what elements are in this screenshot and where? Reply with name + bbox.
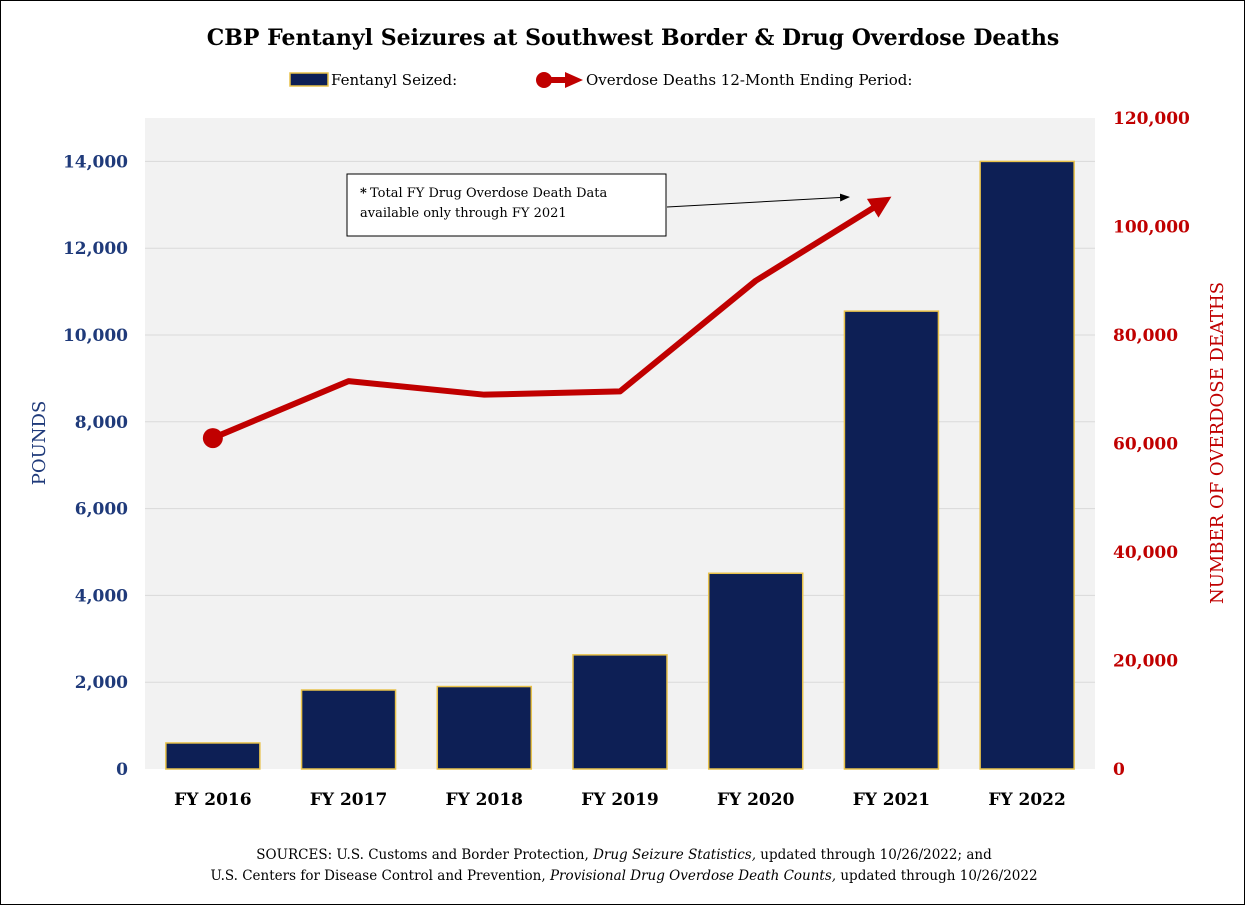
x-tick-label: FY 2018 — [446, 790, 523, 810]
annotation-arrow — [666, 193, 850, 208]
annotation-box — [346, 173, 667, 237]
y-tick-left-label: 12,000 — [63, 239, 128, 259]
y-tick-right-label: 0 — [1113, 760, 1125, 780]
sources-note: SOURCES: U.S. Customs and Border Protect… — [210, 847, 1037, 884]
bar-fy-2019 — [572, 654, 668, 770]
sources-line-1: SOURCES: U.S. Customs and Border Protect… — [256, 847, 992, 863]
overdose-line — [211, 204, 877, 441]
y-tick-right-label: 60,000 — [1113, 435, 1178, 455]
x-axis: FY 2016 FY 2017 FY 2018 FY 2019 FY 2020 FY 20… — [174, 790, 1066, 810]
y-tick-left-label: 14,000 — [63, 152, 128, 172]
line-overdose — [202, 196, 892, 449]
y-tick-right-label: 80,000 — [1113, 326, 1178, 346]
annotation-line-1: Total FY Drug Overdose Death Data — [370, 186, 607, 201]
legend-swatch-line — [536, 72, 583, 88]
x-tick-label: FY 2019 — [581, 790, 658, 810]
legend-label-overdose: Overdose Deaths 12-Month Ending Period: — [586, 71, 912, 89]
overdose-start-marker — [202, 428, 223, 449]
y-tick-right-label: 40,000 — [1113, 543, 1178, 563]
legend-swatch-bar — [289, 72, 329, 87]
bar-fy-2016 — [165, 742, 261, 770]
y-tick-left-label: 2,000 — [75, 673, 128, 693]
bar-fy-2018 — [436, 685, 533, 770]
x-tick-label: FY 2020 — [717, 790, 795, 810]
sources-line-1-b: Drug Seizure Statistics, — [592, 847, 756, 863]
annotation-line-2: available only through FY 2021 — [360, 206, 567, 221]
y-axis-left-title: POUNDS — [29, 401, 50, 486]
bar-fy-2017 — [300, 689, 397, 770]
y-tick-right-label: 20,000 — [1113, 652, 1178, 672]
bar-fy-2021 — [843, 310, 940, 770]
y-axis-right-title: NUMBER OF OVERDOSE DEATHS — [1207, 282, 1228, 604]
sources-line-2-a: U.S. Centers for Disease Control and Pre… — [210, 868, 550, 884]
bars-fentanyl — [165, 160, 1075, 770]
sources-line-2-c: updated through 10/26/2022 — [836, 868, 1038, 884]
sources-line-1-c: updated through 10/26/2022; and — [756, 847, 992, 863]
sources-line-2-b: Provisional Drug Overdose Death Counts, — [549, 868, 836, 884]
y-axis-left: 0 2,000 4,000 6,000 8,000 10,000 12,000 14,000 — [63, 152, 128, 780]
overdose-arrowhead — [866, 196, 892, 218]
chart-title: CBP Fentanyl Seizures at Southwest Borde… — [207, 25, 1059, 51]
sources-line-2: U.S. Centers for Disease Control and Pre… — [210, 868, 1037, 884]
sources-line-1-a: SOURCES: U.S. Customs and Border Protect… — [256, 847, 593, 863]
x-tick-label: FY 2021 — [853, 790, 930, 810]
x-tick-label: FY 2022 — [988, 790, 1065, 810]
x-tick-label: FY 2016 — [174, 790, 251, 810]
bar-fy-2022 — [979, 160, 1075, 770]
y-tick-left-label: 8,000 — [75, 413, 128, 433]
y-tick-right-label: 120,000 — [1113, 109, 1190, 129]
y-tick-left-label: 4,000 — [75, 586, 128, 606]
legend-label-fentanyl: Fentanyl Seized: — [331, 71, 457, 89]
y-axis-right: 0 20,000 40,000 60,000 80,000 100,000 120,000 — [1113, 109, 1190, 780]
annotation-note: * Total FY Drug Overdose Death Data avai… — [346, 173, 850, 237]
bar-fy-2020 — [707, 572, 804, 770]
y-tick-left-label: 0 — [116, 760, 128, 780]
legend: Fentanyl Seized: Overdose Deaths 12-Mont… — [289, 71, 912, 89]
x-tick-label: FY 2017 — [310, 790, 387, 810]
annotation-star: * — [360, 186, 367, 201]
y-tick-left-label: 6,000 — [75, 500, 128, 520]
y-tick-right-label: 100,000 — [1113, 218, 1190, 238]
y-tick-left-label: 10,000 — [63, 326, 128, 346]
